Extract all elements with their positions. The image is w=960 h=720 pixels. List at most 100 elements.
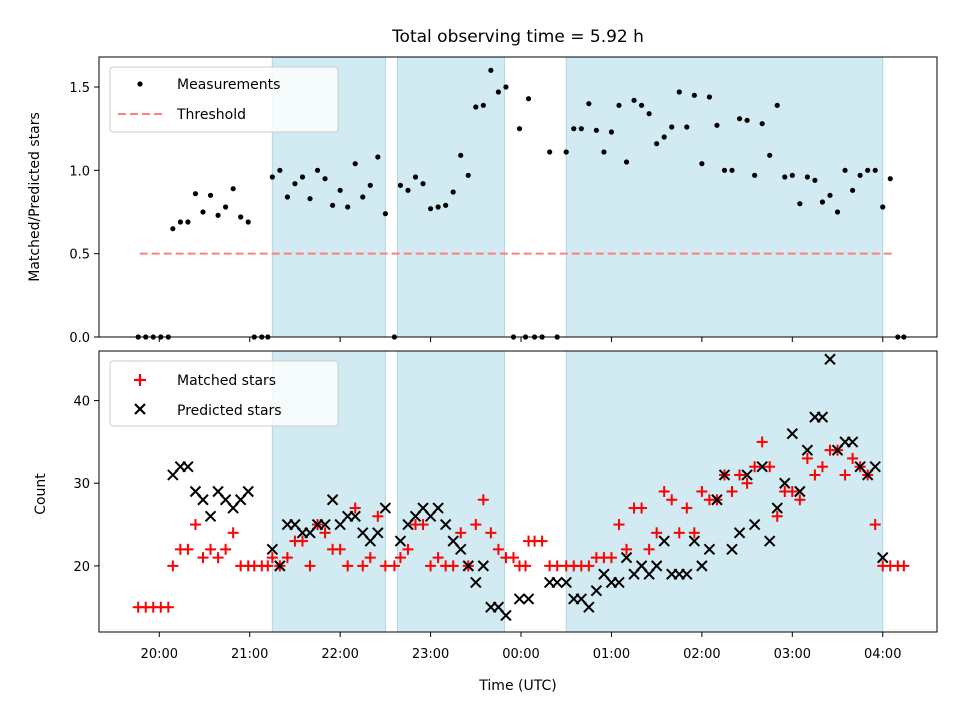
predicted-point xyxy=(877,551,889,564)
shaded-interval xyxy=(565,56,884,338)
predicted-point xyxy=(718,469,731,481)
predicted-point xyxy=(204,510,217,523)
predicted-point-b xyxy=(274,560,286,572)
predicted-point-b xyxy=(372,527,384,539)
measurement-point xyxy=(525,96,532,102)
predicted-point xyxy=(763,535,776,547)
predicted-point-b xyxy=(204,510,217,523)
predicted-stars-points xyxy=(167,353,889,622)
predicted-point xyxy=(477,560,490,572)
matched-point xyxy=(764,461,776,473)
measurement-point xyxy=(699,161,705,167)
predicted-point xyxy=(394,535,407,547)
matched-point xyxy=(470,519,482,531)
measurement-point xyxy=(887,176,893,182)
predicted-point-b xyxy=(794,485,806,498)
measurement-point xyxy=(200,209,206,215)
matched-point xyxy=(809,469,821,481)
measurement-point xyxy=(345,204,351,210)
matched-point xyxy=(507,552,519,564)
predicted-point-b xyxy=(522,593,535,605)
predicted-point-b xyxy=(182,460,194,473)
measurement-point xyxy=(789,172,795,178)
measurement-point xyxy=(352,161,358,167)
matched-point xyxy=(197,552,209,564)
predicted-point xyxy=(560,576,572,589)
matched-point xyxy=(485,527,497,539)
measurement-point xyxy=(192,191,199,197)
predicted-point-b xyxy=(681,568,693,580)
measurement-point xyxy=(307,196,313,202)
matched-point xyxy=(621,543,633,555)
predicted-point-b xyxy=(551,576,563,589)
top-legend-box xyxy=(109,66,339,133)
predicted-point xyxy=(379,502,392,514)
predicted-point-b xyxy=(455,543,467,556)
matched-point xyxy=(666,494,678,506)
predicted-point xyxy=(794,485,806,498)
measurement-point xyxy=(503,84,509,90)
matched-point xyxy=(749,461,761,473)
predicted-point-b xyxy=(650,560,663,572)
predicted-point-b xyxy=(688,535,701,547)
measurement-point xyxy=(314,167,321,173)
measurement-point xyxy=(812,177,818,183)
matched-point xyxy=(847,452,859,464)
measurement-point xyxy=(230,186,236,192)
matched-point xyxy=(477,494,489,506)
predicted-point-b xyxy=(703,543,716,556)
matched-point xyxy=(319,527,331,539)
measurement-point xyxy=(684,124,690,130)
y-tick-label: 20 xyxy=(73,560,90,575)
measurement-point xyxy=(269,174,275,180)
measurement-point xyxy=(299,174,306,180)
top-panel: 0.0 0.5 1.0 1.5 Matched/Predicted stars Mea… xyxy=(27,56,938,346)
matched-point xyxy=(349,502,361,514)
predicted-point xyxy=(748,518,761,531)
matched-point xyxy=(688,527,700,539)
predicted-point xyxy=(846,436,859,448)
predicted-point xyxy=(726,543,738,556)
measurement-point xyxy=(872,167,878,173)
x-tick-label: 04:00 xyxy=(864,647,901,662)
measurement-point xyxy=(360,194,366,200)
measurement-point xyxy=(729,167,735,173)
bottom-y-axis-label: Count xyxy=(33,473,49,515)
measurement-point xyxy=(215,212,221,218)
measurement-point xyxy=(223,204,229,210)
y-tick-label: 1.0 xyxy=(69,164,90,179)
predicted-point-b xyxy=(379,502,392,514)
predicted-point-b xyxy=(266,543,279,556)
measurement-point xyxy=(571,126,577,132)
measurement-point xyxy=(330,202,336,208)
predicted-point xyxy=(696,560,708,572)
predicted-point xyxy=(500,609,512,622)
measurement-point xyxy=(714,122,720,128)
x-axis-label: Time (UTC) xyxy=(478,678,556,694)
matched-point xyxy=(262,560,274,572)
predicted-point-b xyxy=(326,494,339,506)
measurement-point xyxy=(284,194,290,200)
measurement-point xyxy=(420,181,426,187)
predicted-point-b xyxy=(658,535,670,547)
predicted-point xyxy=(658,535,670,547)
y-tick-label: 0.5 xyxy=(69,248,90,263)
measurement-point xyxy=(578,126,584,132)
predicted-point xyxy=(319,518,331,531)
matched-point xyxy=(898,560,910,572)
measurement-point xyxy=(721,167,728,173)
measurement-point xyxy=(405,187,411,193)
predicted-point-b xyxy=(869,460,881,473)
predicted-point xyxy=(801,444,814,456)
matched-point xyxy=(605,552,617,564)
matched-point xyxy=(162,601,174,613)
matched-point xyxy=(394,552,406,564)
x-tick-label: 20:00 xyxy=(141,647,178,662)
predicted-point xyxy=(620,551,633,564)
measurement-point xyxy=(170,226,176,232)
measurement-point xyxy=(516,126,523,132)
measurement-point xyxy=(827,192,833,198)
measurement-point xyxy=(473,104,479,110)
y-tick-label: 0.0 xyxy=(69,331,90,346)
